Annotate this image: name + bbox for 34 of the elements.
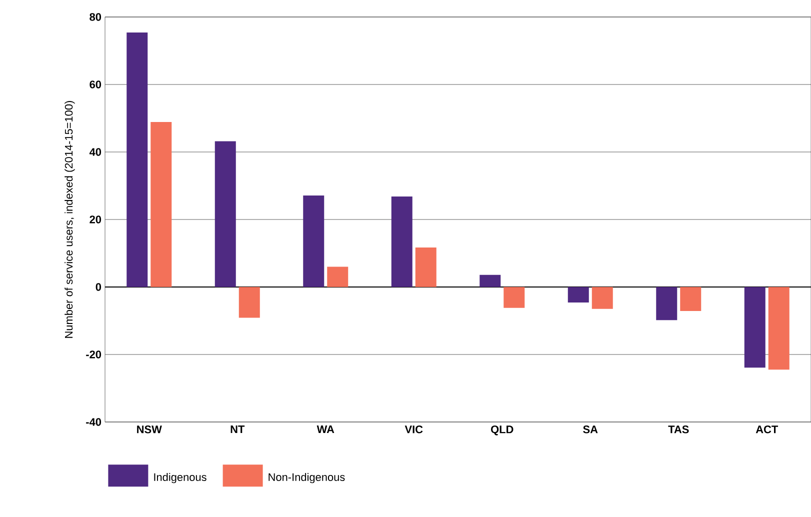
x-tick-label: ACT [756, 426, 778, 434]
y-tick-label: -20 [86, 350, 102, 358]
bar [415, 248, 436, 287]
bar [327, 266, 348, 287]
bar [303, 196, 324, 287]
x-tick-label: WA [316, 426, 334, 434]
bar [504, 286, 525, 308]
y-tick-label: 0 [96, 283, 102, 291]
x-tick-label: SA [583, 426, 598, 434]
bar [568, 286, 589, 303]
bar [680, 286, 702, 311]
bar [480, 274, 501, 287]
y-tick-label: -40 [86, 418, 102, 426]
y-tick-label: 20 [90, 216, 102, 224]
bar [656, 286, 678, 320]
bar [768, 286, 790, 370]
x-tick-label: TAS [668, 426, 689, 434]
bar [214, 141, 236, 287]
x-tick-label: NT [230, 426, 245, 434]
y-axis-title: Number of service users, indexed (2014-15=100) [64, 100, 75, 338]
y-tick-label: 40 [89, 148, 102, 156]
bar [391, 196, 412, 287]
bar [238, 286, 260, 318]
y-tick-label: 60 [90, 80, 102, 88]
legend-label: Indigenous [154, 472, 206, 484]
x-tick-label: VIC [404, 426, 423, 434]
x-tick-label: QLD [491, 426, 514, 436]
bar [150, 122, 172, 287]
bar [744, 286, 766, 368]
x-tick-label: NSW [137, 426, 162, 434]
legend-label: Non-Indigenous [268, 472, 345, 484]
y-tick-label: 80 [90, 13, 102, 21]
bar [126, 32, 148, 287]
bar [592, 286, 613, 309]
